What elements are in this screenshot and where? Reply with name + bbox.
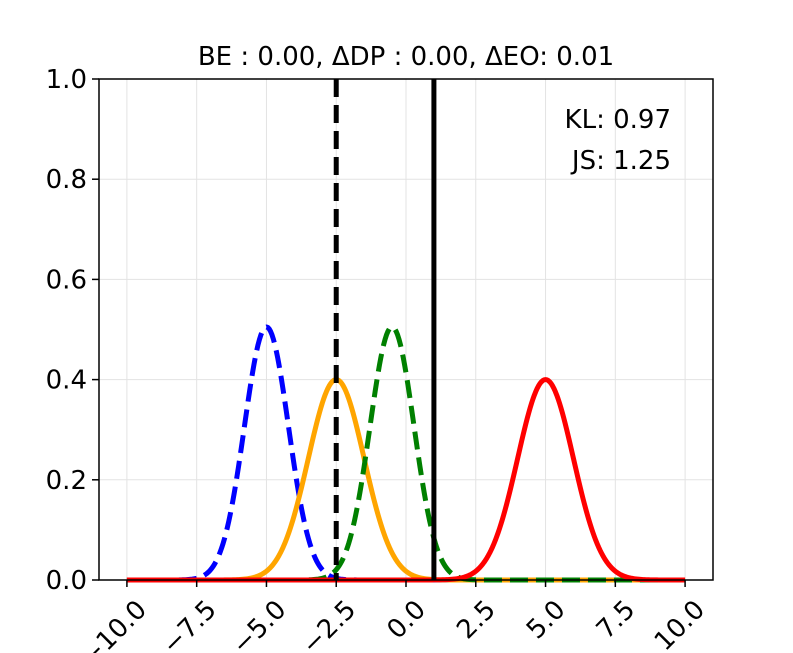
y-tick-label: 0.8 [46,165,87,195]
y-tick-label: 0.2 [46,466,87,496]
vertical-lines [333,79,437,580]
x-axis: −10.0 −7.5 −5.0 −2.5 0.0 2.5 5.0 7.5 10.0 [75,580,711,653]
x-tick-label: −10.0 [75,595,153,653]
kl-annotation: KL: 0.97 [565,105,671,135]
grid-lines [99,78,713,581]
chart-title: BE : 0.00, ΔDP : 0.00, ΔEO: 0.01 [198,42,614,72]
y-tick-label: 0.4 [46,366,87,396]
x-tick-label: 10.0 [649,595,711,653]
x-tick-label: −2.5 [296,595,362,653]
x-tick-label: 7.5 [591,595,641,645]
x-tick-label: 2.5 [451,595,501,645]
y-tick-label: 0.0 [46,566,87,596]
y-tick-label: 1.0 [46,65,87,95]
x-tick-label: −5.0 [227,595,293,653]
x-tick-label: −7.5 [157,595,223,653]
x-tick-label: 0.0 [382,595,432,645]
js-annotation: JS: 1.25 [570,146,671,176]
x-tick-label: 5.0 [521,595,571,645]
y-tick-label: 0.6 [46,265,87,295]
y-axis: 0.0 0.2 0.4 0.6 0.8 1.0 [46,65,99,596]
